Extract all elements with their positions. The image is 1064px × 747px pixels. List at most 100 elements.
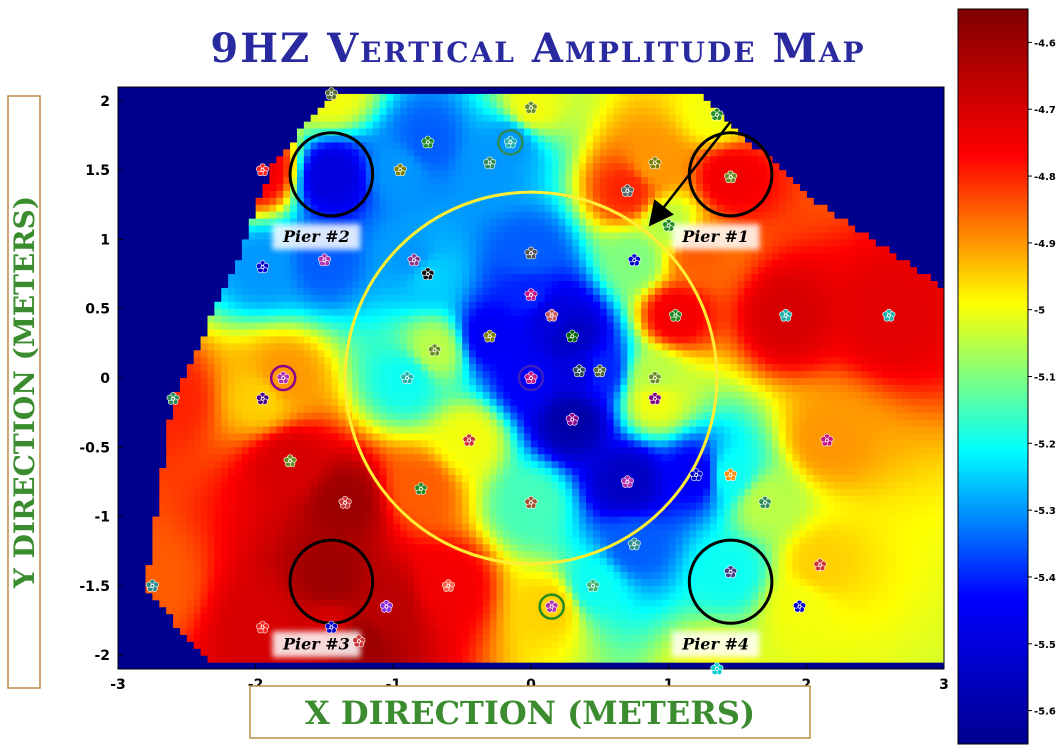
heatmap-cell	[255, 412, 264, 421]
heatmap-cell	[352, 585, 360, 594]
heatmap-cell	[228, 454, 236, 462]
heatmap-cell	[427, 260, 436, 268]
heatmap-cell	[462, 267, 470, 275]
heatmap-cell	[448, 606, 456, 615]
heatmap-cell	[200, 357, 209, 365]
heatmap-cell	[324, 475, 332, 483]
heatmap-cell	[586, 128, 594, 137]
heatmap-cell	[544, 648, 553, 656]
heatmap-cell	[345, 100, 353, 109]
heatmap-cell	[358, 128, 367, 137]
heatmap-cell	[200, 475, 209, 483]
heatmap-cell	[475, 468, 484, 476]
heatmap-cell	[510, 516, 518, 525]
heatmap-cell	[296, 565, 305, 573]
heatmap-cell	[517, 516, 525, 525]
heatmap-cell	[469, 239, 477, 247]
heatmap-cell	[290, 502, 298, 511]
heatmap-cell	[290, 308, 298, 317]
heatmap-cell	[606, 246, 615, 254]
heatmap-cell	[448, 308, 456, 317]
heatmap-cell	[379, 322, 388, 331]
heatmap-cell	[241, 253, 250, 261]
heatmap-cell	[221, 537, 229, 545]
heatmap-cell	[345, 197, 353, 206]
heatmap-cell	[489, 225, 498, 234]
heatmap-cell	[386, 634, 394, 642]
heatmap-cell	[407, 488, 415, 497]
heatmap-cell	[489, 475, 498, 483]
heatmap-cell	[586, 114, 594, 123]
heatmap-cell	[248, 329, 257, 338]
heatmap-cell	[592, 184, 601, 192]
heatmap-cell	[586, 218, 594, 227]
heatmap-cell	[510, 440, 518, 448]
heatmap-cell	[241, 336, 250, 344]
heatmap-cell	[372, 641, 381, 649]
heatmap-cell	[592, 634, 601, 642]
heatmap-cell	[324, 100, 332, 109]
heatmap-cell	[462, 523, 470, 532]
heatmap-cell	[496, 578, 505, 587]
heatmap-cell	[310, 204, 319, 213]
heatmap-cell	[276, 287, 284, 296]
heatmap-cell	[524, 93, 532, 102]
heatmap-cell	[317, 488, 326, 497]
heatmap-cell	[599, 440, 608, 448]
heatmap-cell	[558, 197, 567, 206]
heatmap-cell	[235, 267, 243, 275]
heatmap-cell	[235, 447, 243, 455]
heatmap-cell	[482, 246, 491, 254]
heatmap-cell	[400, 107, 408, 116]
heatmap-cell	[407, 530, 415, 538]
heatmap-cell	[489, 128, 498, 137]
heatmap-cell	[214, 371, 222, 379]
heatmap-cell	[296, 419, 305, 428]
heatmap-cell	[551, 412, 560, 421]
heatmap-cell	[544, 447, 553, 455]
heatmap-cell	[338, 121, 346, 130]
heatmap-cell	[469, 572, 477, 580]
heatmap-cell	[544, 357, 553, 365]
heatmap-cell	[482, 135, 491, 144]
heatmap-cell	[241, 627, 250, 635]
heatmap-cell	[613, 336, 622, 344]
heatmap-cell	[296, 246, 305, 254]
heatmap-cell	[469, 537, 477, 545]
heatmap-cell	[317, 572, 326, 580]
heatmap-cell	[214, 641, 222, 649]
heatmap-cell	[441, 322, 449, 331]
heatmap-cell	[592, 468, 601, 476]
heatmap-cell	[317, 204, 326, 213]
heatmap-cell	[544, 211, 553, 220]
heatmap-cell	[551, 197, 560, 206]
heatmap-cell	[365, 634, 374, 642]
heatmap-cell	[448, 509, 456, 518]
heatmap-cell	[372, 177, 381, 185]
heatmap-cell	[482, 655, 491, 663]
heatmap-cell	[579, 433, 587, 441]
heatmap-cell	[221, 440, 229, 448]
heatmap-cell	[276, 620, 284, 629]
heatmap-cell	[455, 384, 463, 393]
heatmap-cell	[606, 578, 615, 587]
heatmap-cell	[420, 163, 429, 171]
heatmap-cell	[276, 475, 284, 483]
heatmap-cell	[221, 530, 229, 538]
heatmap-cell	[283, 558, 291, 566]
heatmap-cell	[400, 322, 408, 331]
heatmap-cell	[221, 627, 229, 635]
heatmap-cell	[352, 516, 360, 525]
heatmap-cell	[255, 246, 264, 254]
heatmap-cell	[475, 412, 484, 421]
heatmap-cell	[427, 481, 436, 490]
heatmap-cell	[393, 184, 401, 192]
heatmap-cell	[193, 578, 202, 587]
heatmap-cell	[352, 364, 360, 372]
heatmap-cell	[345, 281, 353, 289]
heatmap-cell	[489, 578, 498, 587]
heatmap-cell	[179, 433, 188, 441]
heatmap-cell	[193, 565, 202, 573]
heatmap-cell	[482, 523, 491, 532]
heatmap-cell	[448, 634, 456, 642]
